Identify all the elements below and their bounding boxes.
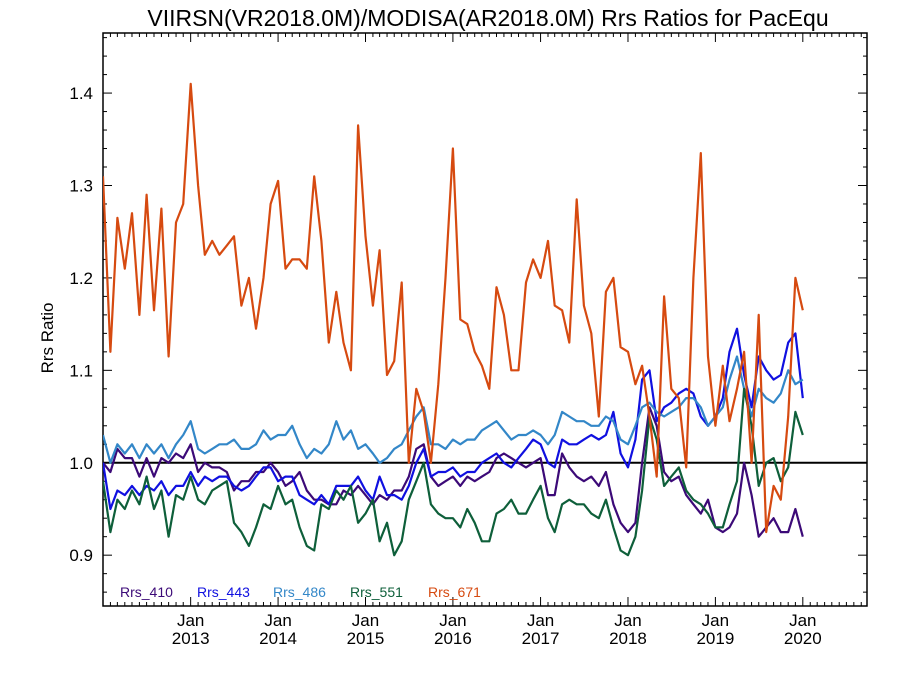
series-line-rrs-486 xyxy=(103,355,804,464)
x-tick-label-year: 2020 xyxy=(784,629,822,648)
x-tick-label-month: Jan xyxy=(702,611,729,630)
series-line-rrs-410 xyxy=(103,406,804,538)
x-tick-label-year: 2017 xyxy=(522,629,560,648)
legend-entry-rrs-443: Rrs_443 xyxy=(197,584,250,600)
x-tick-label-month: Jan xyxy=(352,611,379,630)
x-tick-label-year: 2016 xyxy=(434,629,472,648)
x-tick-label-year: 2015 xyxy=(347,629,385,648)
x-tick-label-month: Jan xyxy=(177,611,204,630)
x-tick-label-month: Jan xyxy=(264,611,291,630)
legend-entry-rrs-551: Rrs_551 xyxy=(350,584,403,600)
x-tick-label-month: Jan xyxy=(789,611,816,630)
series-line-rrs-443 xyxy=(103,327,804,511)
y-tick-label: 1.3 xyxy=(69,176,93,195)
x-tick-label-year: 2019 xyxy=(696,629,734,648)
x-tick-label-month: Jan xyxy=(527,611,554,630)
y-tick-label: 1.2 xyxy=(69,269,93,288)
plot-area: 0.91.01.11.21.31.4Jan2013Jan2014Jan2015J… xyxy=(69,32,868,648)
legend-entry-rrs-410: Rrs_410 xyxy=(120,584,173,600)
y-tick-label: 1.1 xyxy=(69,361,93,380)
x-tick-label-year: 2018 xyxy=(609,629,647,648)
y-tick-label: 0.9 xyxy=(69,546,93,565)
x-tick-label-year: 2014 xyxy=(259,629,297,648)
chart-title: VIIRSN(VR2018.0M)/MODISA(AR2018.0M) Rrs … xyxy=(147,5,828,31)
legend: Rrs_410 Rrs_443 Rrs_486 Rrs_551 Rrs_671 xyxy=(120,584,481,600)
x-tick-label-month: Jan xyxy=(614,611,641,630)
plot-frame xyxy=(102,32,868,607)
y-tick-label: 1.4 xyxy=(69,84,93,103)
x-tick-label-month: Jan xyxy=(439,611,466,630)
legend-entry-rrs-671: Rrs_671 xyxy=(428,584,481,600)
y-tick-label: 1.0 xyxy=(69,454,93,473)
y-axis-label: Rrs Ratio xyxy=(38,303,57,374)
series-line-rrs-551 xyxy=(103,387,804,557)
legend-entry-rrs-486: Rrs_486 xyxy=(273,584,326,600)
series-line-rrs-671 xyxy=(103,82,804,534)
x-tick-label-year: 2013 xyxy=(172,629,210,648)
